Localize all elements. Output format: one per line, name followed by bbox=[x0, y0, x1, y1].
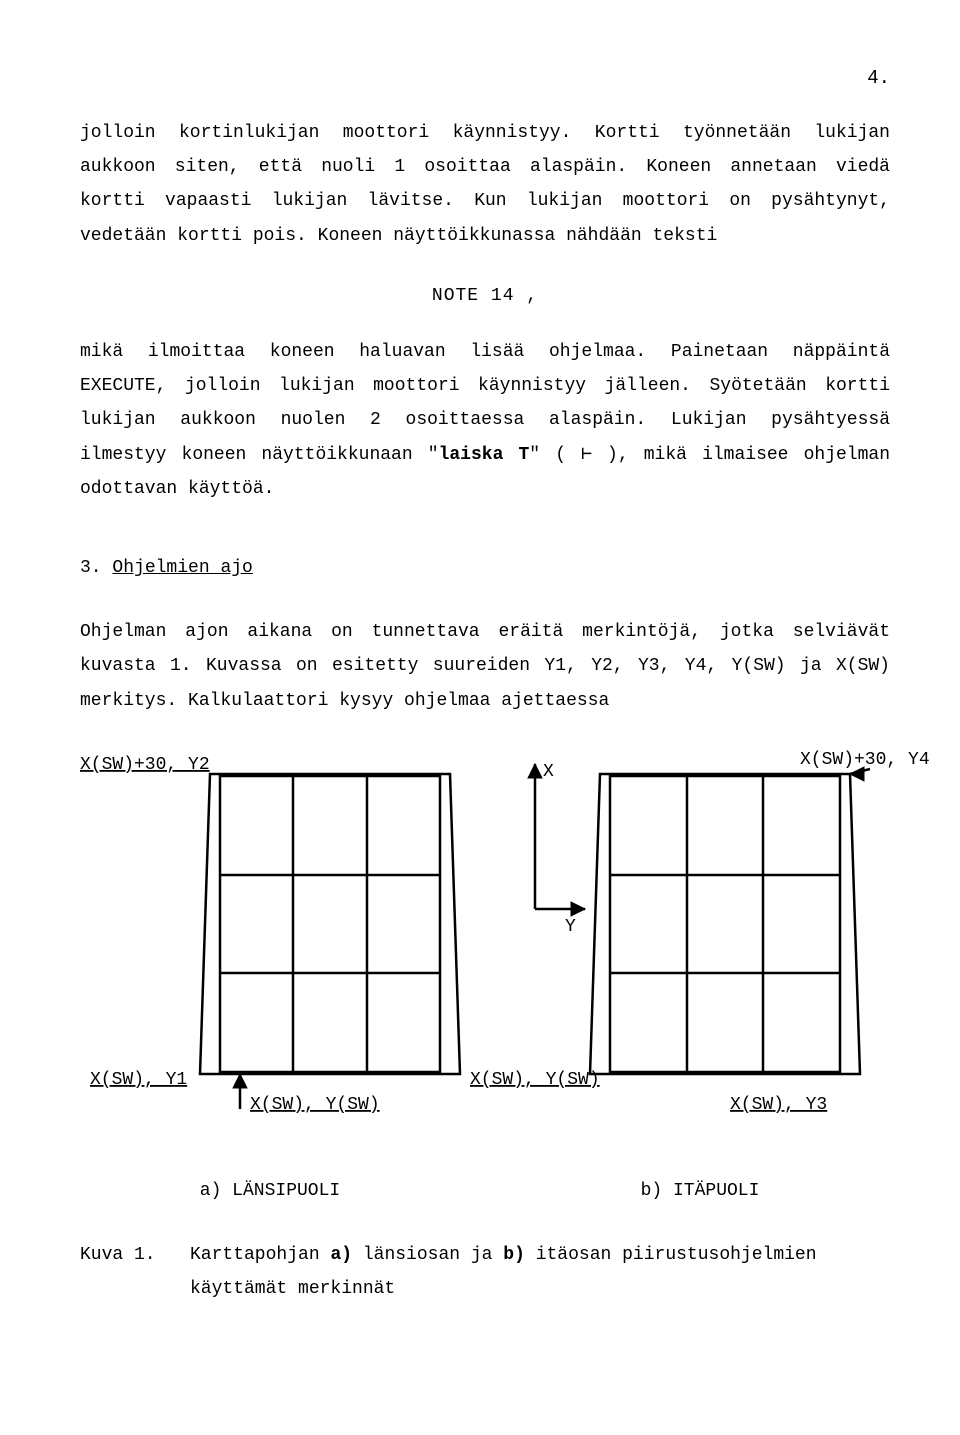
svg-text:X(SW), Y1: X(SW), Y1 bbox=[90, 1070, 187, 1090]
section-heading: 3. Ohjelmien ajo bbox=[80, 551, 890, 585]
heading-title: Ohjelmien ajo bbox=[112, 558, 252, 578]
svg-text:X(SW), Y(SW): X(SW), Y(SW) bbox=[470, 1070, 600, 1090]
figure-1-svg: X(SW)+30, Y2 X(SW), Y1 X(SW), Y(SW) X(SW)+3… bbox=[80, 744, 950, 1144]
svg-text:X(SW)+30, Y2: X(SW)+30, Y2 bbox=[80, 755, 210, 775]
svg-text:X: X bbox=[543, 762, 554, 782]
page-number: 4. bbox=[80, 60, 890, 96]
figure-caption: Kuva 1. Karttapohjan a) länsiosan ja b) … bbox=[80, 1238, 890, 1306]
subcaption-row: a) LÄNSIPUOLI b) ITÄPUOLI bbox=[80, 1174, 890, 1208]
paragraph-1: jolloin kortinlukijan moottori käynnisty… bbox=[80, 116, 890, 253]
caption-text-mid: länsiosan ja bbox=[352, 1245, 503, 1265]
figure-caption-lead: Kuva 1. bbox=[80, 1238, 190, 1306]
para2-bold: laiska T bbox=[439, 445, 530, 465]
paragraph-2: mikä ilmoittaa koneen haluavan lisää ohj… bbox=[80, 335, 890, 506]
svg-text:X(SW), Y(SW): X(SW), Y(SW) bbox=[250, 1095, 380, 1115]
note-line: NOTE 14 , bbox=[80, 279, 890, 313]
caption-text-a: Karttapohjan bbox=[190, 1245, 330, 1265]
svg-text:X(SW)+30, Y4: X(SW)+30, Y4 bbox=[800, 750, 930, 770]
figure-1: X(SW)+30, Y2X(SW), Y1X(SW), Y(SW)X(SW)+3… bbox=[80, 744, 890, 1144]
svg-text:Y: Y bbox=[565, 917, 576, 937]
subcaption-a: a) LÄNSIPUOLI bbox=[80, 1174, 460, 1208]
figure-caption-rest: Karttapohjan a) länsiosan ja b) itäosan … bbox=[190, 1238, 890, 1306]
subcaption-b: b) ITÄPUOLI bbox=[510, 1174, 890, 1208]
svg-text:X(SW), Y3: X(SW), Y3 bbox=[730, 1095, 827, 1115]
caption-bold-b: b) bbox=[503, 1245, 525, 1265]
paragraph-3: Ohjelman ajon aikana on tunnettava eräit… bbox=[80, 615, 890, 718]
heading-number: 3. bbox=[80, 558, 102, 578]
caption-bold-a: a) bbox=[330, 1245, 352, 1265]
